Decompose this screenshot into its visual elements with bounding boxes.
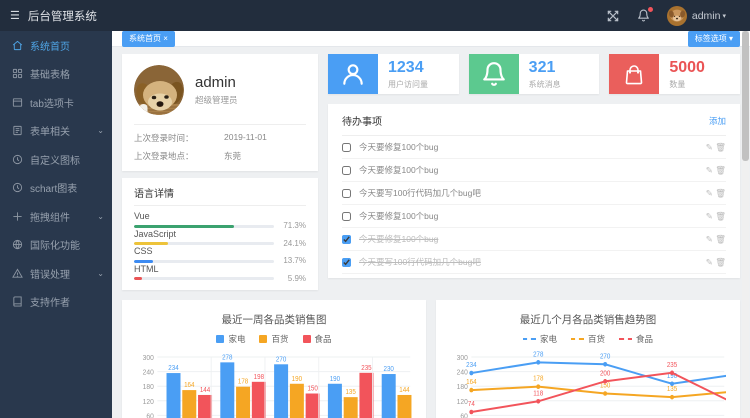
svg-text:190: 190 [292, 375, 303, 382]
svg-text:164: 164 [184, 382, 195, 389]
svg-text:135: 135 [667, 386, 678, 393]
svg-text:178: 178 [238, 378, 249, 385]
svg-text:198: 198 [254, 374, 265, 381]
svg-text:278: 278 [533, 351, 544, 358]
svg-text:144: 144 [200, 387, 211, 394]
svg-text:234: 234 [466, 362, 477, 369]
svg-text:144: 144 [399, 387, 410, 394]
svg-text:150: 150 [307, 385, 318, 392]
svg-text:74: 74 [468, 401, 475, 408]
svg-text:118: 118 [533, 390, 543, 397]
svg-text:60: 60 [460, 412, 467, 418]
svg-text:278: 278 [222, 354, 233, 361]
svg-text:234: 234 [168, 365, 179, 372]
svg-text:200: 200 [600, 370, 611, 377]
svg-text:120: 120 [457, 397, 468, 405]
svg-text:164: 164 [466, 379, 477, 386]
svg-text:235: 235 [667, 362, 678, 369]
svg-text:230: 230 [384, 366, 395, 373]
svg-text:190: 190 [330, 375, 341, 382]
svg-text:240: 240 [457, 368, 468, 376]
svg-text:270: 270 [600, 353, 611, 360]
svg-text:270: 270 [276, 356, 287, 363]
svg-text:178: 178 [533, 375, 544, 382]
svg-text:135: 135 [345, 389, 356, 396]
svg-text:120: 120 [143, 397, 154, 405]
svg-text:60: 60 [146, 412, 153, 418]
svg-text:300: 300 [143, 354, 154, 362]
svg-text:235: 235 [361, 365, 372, 372]
svg-text:240: 240 [143, 368, 154, 376]
svg-text:180: 180 [143, 383, 154, 391]
